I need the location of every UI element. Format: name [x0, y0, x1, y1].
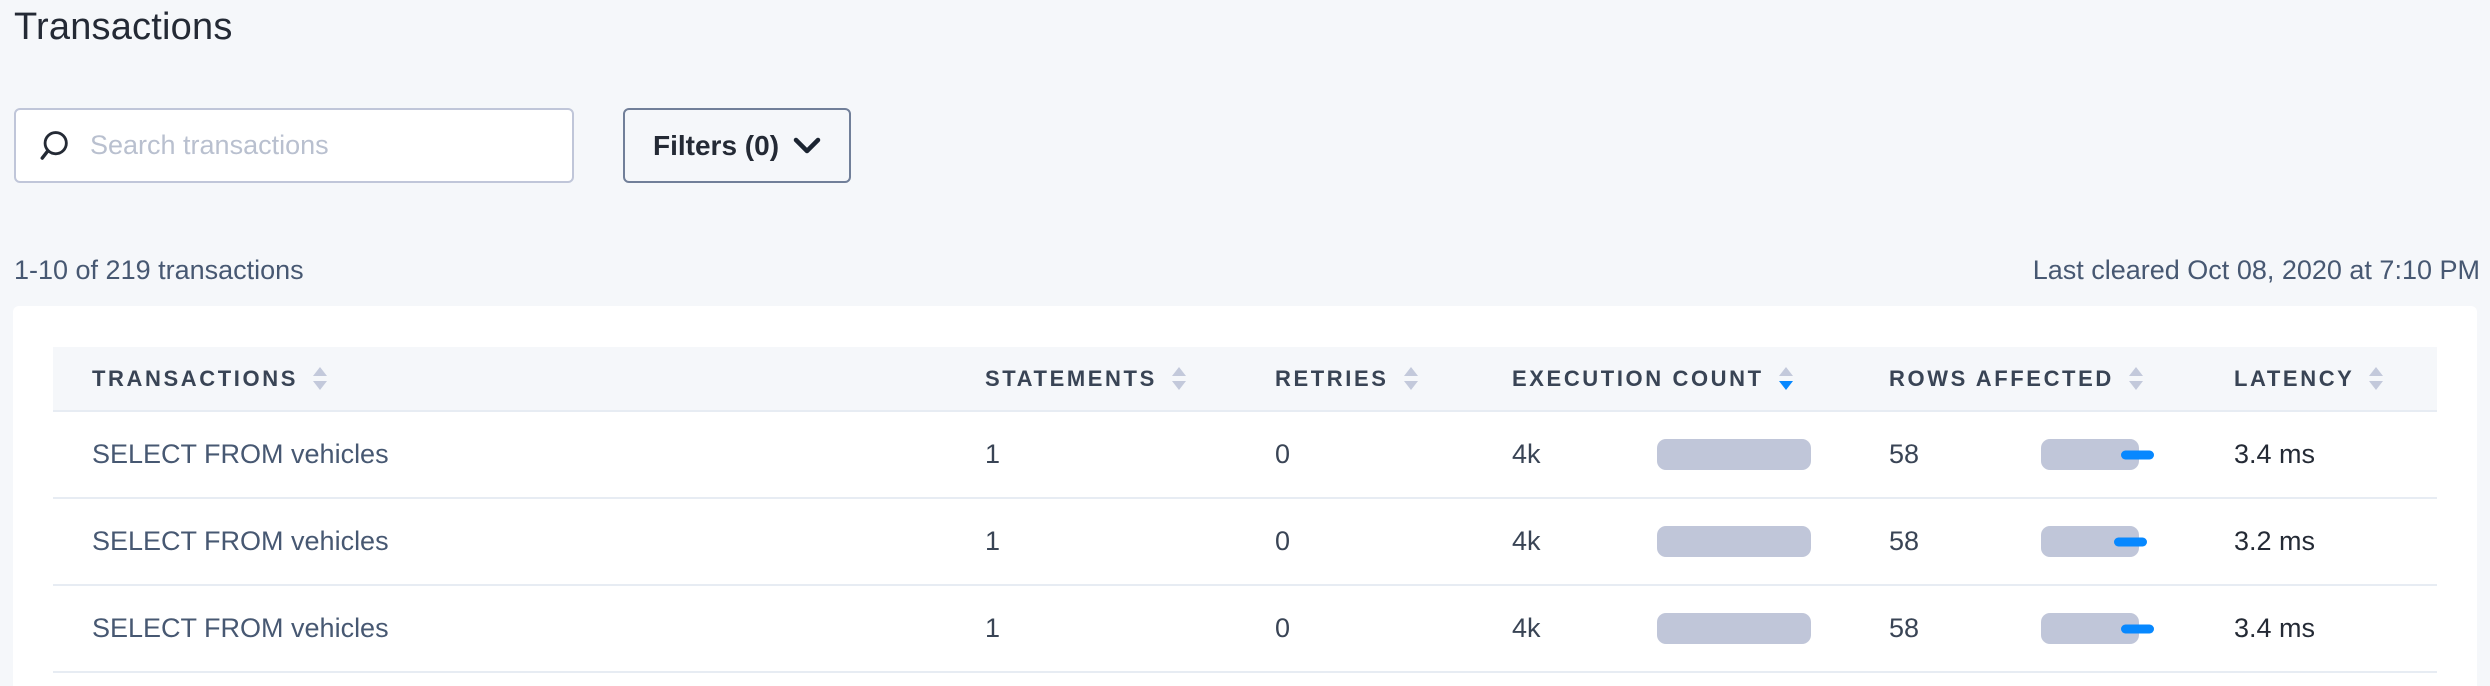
search-icon — [38, 129, 72, 163]
search-box[interactable] — [14, 108, 574, 183]
transaction-link[interactable]: SELECT FROM vehicles — [92, 526, 389, 556]
column-label: RETRIES — [1275, 365, 1389, 391]
column-label: STATEMENTS — [985, 365, 1157, 391]
toolbar: Filters (0) — [14, 108, 852, 183]
retries-value: 0 — [1275, 439, 1291, 469]
execution-count-bar — [1657, 613, 1811, 644]
sort-arrows-icon — [2369, 367, 2384, 390]
rows-affected-value: 58 — [1889, 439, 1920, 469]
column-header-rows-affected[interactable]: ROWS AFFECTED — [1889, 366, 2234, 392]
rows-affected-marker — [2121, 624, 2154, 633]
filters-button-label: Filters (0) — [653, 129, 780, 161]
table-meta-row: 1-10 of 219 transactions Last cleared Oc… — [0, 255, 2490, 286]
column-label: TRANSACTIONS — [92, 365, 298, 391]
filters-button[interactable]: Filters (0) — [623, 108, 852, 183]
execution-count-value: 4k — [1512, 613, 1541, 643]
sort-arrows-icon — [1171, 367, 1186, 390]
sort-arrows-icon — [312, 367, 327, 390]
rows-affected-value: 58 — [1889, 526, 1920, 556]
execution-count-bar — [1657, 526, 1811, 557]
sort-arrows-icon — [1403, 367, 1418, 390]
page-title: Transactions — [14, 6, 233, 48]
results-count: 1-10 of 219 transactions — [14, 255, 304, 285]
column-header-retries[interactable]: RETRIES — [1275, 366, 1512, 392]
rows-affected-marker — [2121, 450, 2154, 459]
latency-value: 3.4 ms — [2234, 439, 2316, 469]
execution-count-value: 4k — [1512, 526, 1541, 556]
sort-arrows-icon — [2128, 367, 2143, 390]
table-header: TRANSACTIONS STATEMENTS RETRIES EXECUTIO… — [53, 347, 2437, 412]
search-input[interactable] — [90, 115, 550, 176]
column-header-execution-count[interactable]: EXECUTION COUNT — [1512, 366, 1889, 392]
column-label: EXECUTION COUNT — [1512, 365, 1764, 391]
statements-value: 1 — [985, 526, 1001, 556]
column-label: LATENCY — [2234, 365, 2355, 391]
column-header-statements[interactable]: STATEMENTS — [985, 366, 1275, 392]
rows-affected-marker — [2114, 537, 2147, 546]
column-header-transactions[interactable]: TRANSACTIONS — [92, 366, 985, 392]
last-cleared: Last cleared Oct 08, 2020 at 7:10 PM — [2032, 255, 2480, 285]
rows-affected-value: 58 — [1889, 613, 1920, 643]
latency-value: 3.4 ms — [2234, 613, 2316, 643]
execution-count-bar — [1657, 439, 1811, 470]
column-header-latency[interactable]: LATENCY — [2234, 366, 2437, 392]
table-row: SELECT FROM vehicles 1 0 4k 58 3.4 ms — [53, 586, 2437, 673]
execution-count-value: 4k — [1512, 439, 1541, 469]
table-row: SELECT FROM vehicles 1 0 4k 58 3.4 ms — [53, 412, 2437, 499]
chevron-down-icon — [793, 137, 821, 155]
latency-value: 3.2 ms — [2234, 526, 2316, 556]
retries-value: 0 — [1275, 526, 1291, 556]
retries-value: 0 — [1275, 613, 1291, 643]
sort-arrows-icon — [1778, 367, 1793, 390]
table-row: SELECT FROM vehicles 1 0 4k 58 3.2 ms — [53, 499, 2437, 586]
transaction-link[interactable]: SELECT FROM vehicles — [92, 439, 389, 469]
statements-value: 1 — [985, 439, 1001, 469]
transactions-card: TRANSACTIONS STATEMENTS RETRIES EXECUTIO… — [13, 306, 2477, 686]
statements-value: 1 — [985, 613, 1001, 643]
transaction-link[interactable]: SELECT FROM vehicles — [92, 613, 389, 643]
column-label: ROWS AFFECTED — [1889, 365, 2114, 391]
